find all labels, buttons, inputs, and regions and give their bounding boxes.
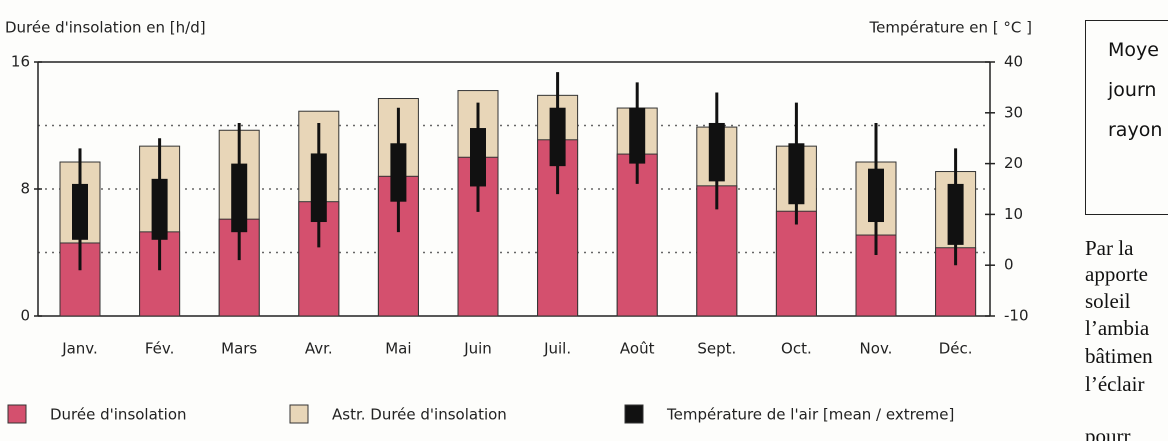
box-line: journ	[1108, 79, 1157, 101]
paragraph-line: apporte	[1085, 262, 1148, 286]
temp-mean	[549, 107, 566, 167]
x-tick-label: Août	[620, 340, 655, 358]
x-tick-label: Mai	[385, 340, 411, 358]
x-tick-label: Déc.	[939, 340, 973, 358]
temp-mean	[151, 178, 168, 240]
y2-tick-label: 10	[1004, 205, 1023, 223]
chart: Durée d'insolation en [h/d] Température …	[5, 19, 1032, 424]
y2-tick-label: -10	[1004, 307, 1029, 325]
box-line: rayon	[1108, 119, 1163, 141]
paragraph-line: Par la	[1085, 236, 1134, 260]
legend-swatch	[7, 404, 27, 424]
box-line: Moye	[1108, 39, 1159, 61]
legend-label: Température de l'air [mean / extreme]	[666, 406, 954, 424]
temp-mean	[390, 143, 407, 202]
x-tick-label: Nov.	[860, 340, 893, 358]
document-fragment: Moye journ rayon Par la apporte soleil l…	[1085, 0, 1168, 441]
bar	[775, 210, 817, 317]
x-tick-label: Sept.	[697, 340, 736, 358]
y2-axis-title: Température en [ °C ]	[868, 19, 1032, 37]
paragraph-line: soleil	[1085, 289, 1131, 313]
y2-tick-label: 30	[1004, 103, 1023, 121]
x-tick-label: Juin	[463, 340, 492, 358]
y2-tick-label: 0	[1004, 256, 1014, 274]
x-tick-label: Mars	[221, 340, 257, 358]
paragraph-line: l’ambia	[1085, 316, 1150, 340]
paragraph-line: l’éclair	[1085, 372, 1145, 396]
x-tick-label: Juil.	[543, 340, 571, 358]
legend-swatch	[289, 404, 309, 424]
text-box: Moye journ rayon	[1085, 20, 1168, 215]
temp-mean	[708, 122, 725, 182]
y2-tick-label: 40	[1004, 53, 1023, 71]
temp-mean	[72, 183, 88, 240]
temp-mean	[310, 153, 327, 223]
y-tick-label: 16	[11, 53, 30, 71]
temp-mean	[947, 183, 964, 245]
temp-mean	[470, 128, 486, 187]
y2-tick-label: 20	[1004, 154, 1023, 172]
temp-mean	[629, 107, 646, 164]
paragraph-line: pourr	[1085, 424, 1131, 441]
paragraph-line: bâtimen	[1085, 344, 1153, 368]
legend-label: Astr. Durée d'insolation	[332, 406, 507, 424]
y-tick-label: 8	[20, 180, 30, 198]
y-tick-label: 0	[20, 307, 30, 325]
legend-label: Durée d'insolation	[50, 406, 187, 424]
temp-mean	[231, 163, 248, 233]
y-axis-title: Durée d'insolation en [h/d]	[5, 19, 206, 37]
x-tick-label: Oct.	[781, 340, 812, 358]
x-tick-label: Avr.	[305, 340, 333, 358]
x-tick-label: Janv.	[61, 340, 98, 358]
legend-swatch	[624, 404, 644, 424]
x-tick-label: Fév.	[145, 340, 175, 358]
temp-mean	[868, 168, 884, 223]
temp-mean	[788, 143, 805, 205]
